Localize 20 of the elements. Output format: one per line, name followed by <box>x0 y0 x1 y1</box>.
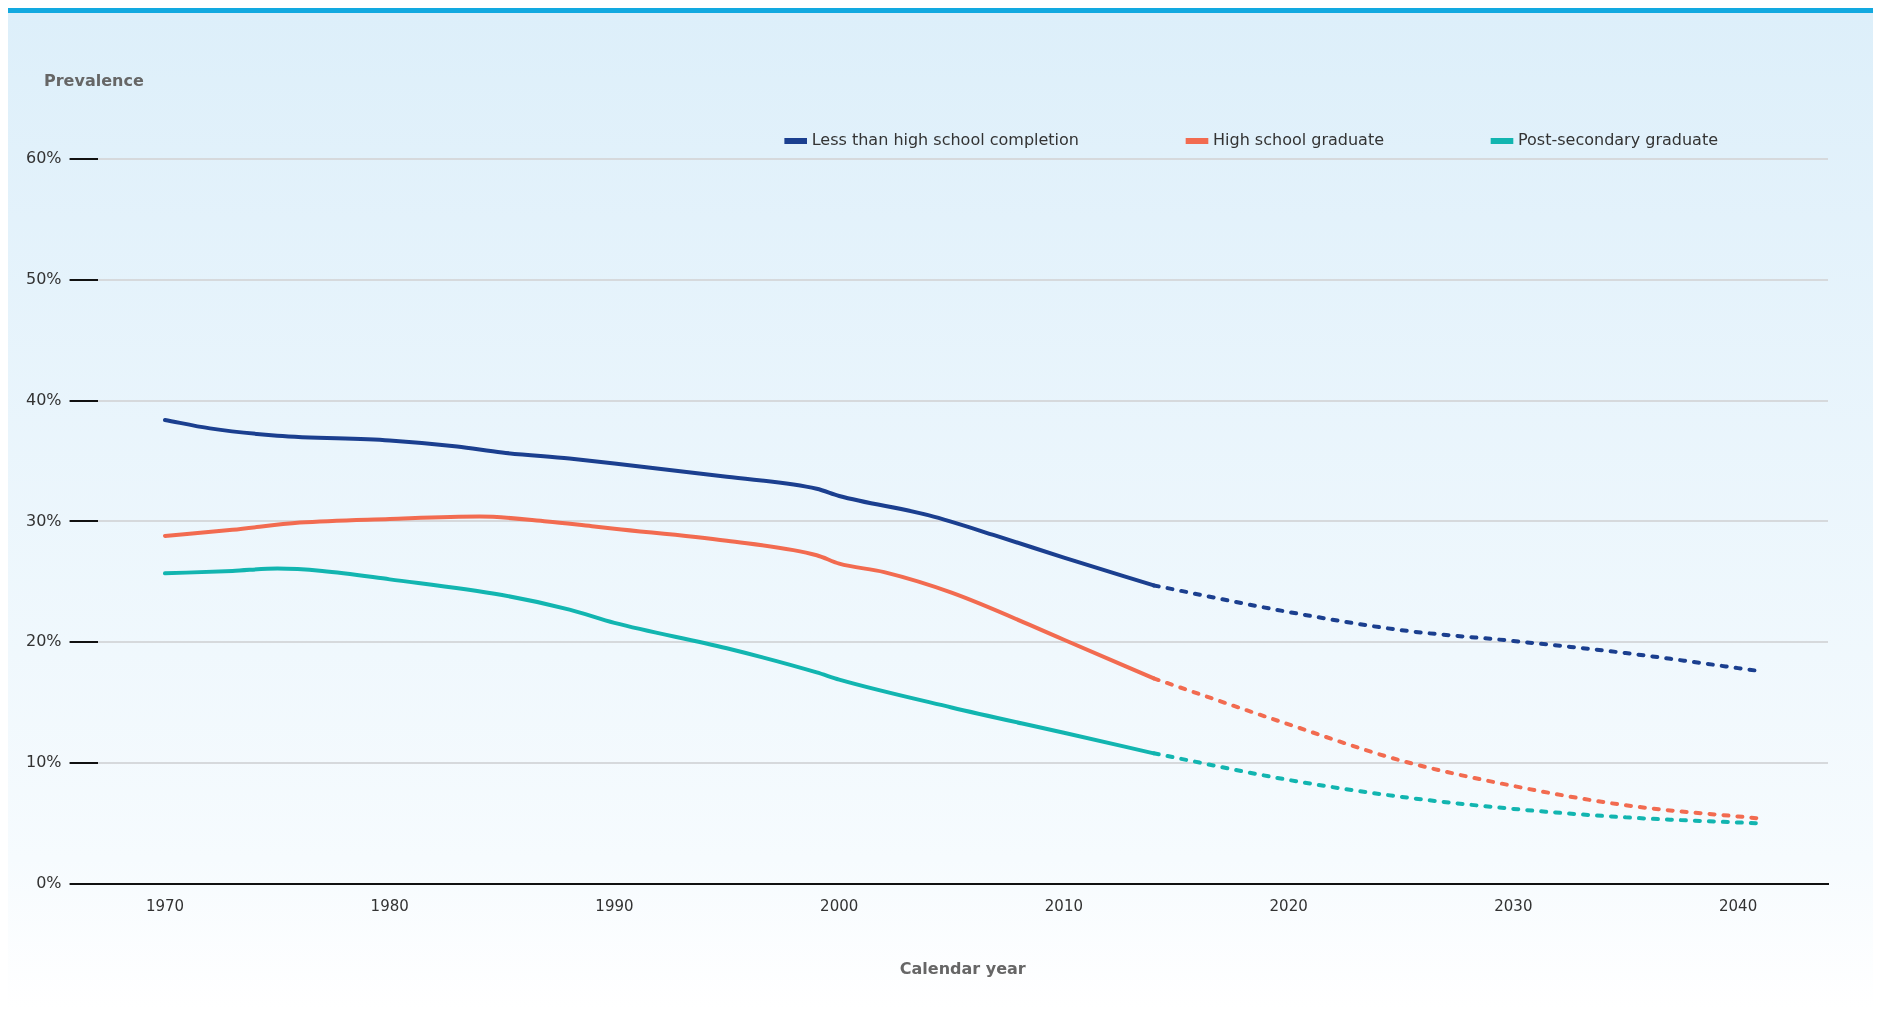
legend-label: High school graduate <box>1212 130 1384 150</box>
x-axis-title: Calendar year <box>899 958 1026 978</box>
x-tick-label: 2000 <box>820 896 859 915</box>
x-tick-label: 1980 <box>370 896 409 915</box>
x-tick-label: 2020 <box>1269 896 1308 915</box>
x-tick-label: 1970 <box>145 896 185 915</box>
x-tick-label: 2010 <box>1044 896 1083 915</box>
y-tick-label: 30% <box>26 510 62 530</box>
y-tick-label: 10% <box>26 752 62 772</box>
y-tick-label: 50% <box>26 268 62 288</box>
legend-label: Post-secondary graduate <box>1517 130 1719 150</box>
x-tick-label: 2030 <box>1494 896 1533 915</box>
x-tick-label: 2040 <box>1719 896 1758 915</box>
y-tick-label: 60% <box>26 148 62 168</box>
legend-label: Less than high school completion <box>811 130 1079 150</box>
y-tick-label: 0% <box>36 872 62 892</box>
y-axis-title: Prevalence <box>44 71 144 90</box>
x-tick-label: 1990 <box>595 896 634 915</box>
y-tick-label: 40% <box>26 389 62 409</box>
y-tick-label: 20% <box>26 631 62 651</box>
